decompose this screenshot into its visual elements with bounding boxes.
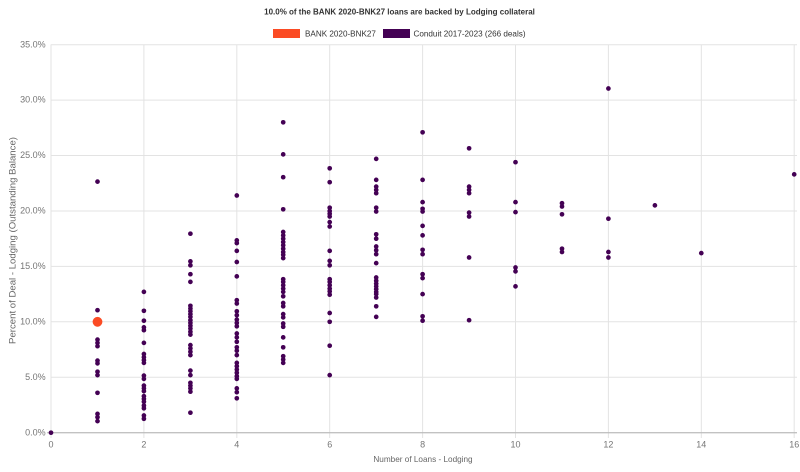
svg-text:10.0%: 10.0% — [20, 316, 46, 326]
svg-text:16: 16 — [789, 439, 799, 449]
svg-text:10: 10 — [510, 439, 520, 449]
svg-text:Number of Loans - Lodging: Number of Loans - Lodging — [373, 455, 473, 464]
svg-text:8: 8 — [420, 439, 425, 449]
svg-text:2: 2 — [141, 439, 146, 449]
svg-text:14: 14 — [696, 439, 706, 449]
svg-text:0.0%: 0.0% — [25, 427, 46, 437]
svg-text:6: 6 — [327, 439, 332, 449]
svg-text:BANK 2020-BNK27: BANK 2020-BNK27 — [305, 30, 376, 39]
svg-text:Conduit 2017-2023 (266 deals): Conduit 2017-2023 (266 deals) — [414, 30, 526, 39]
svg-text:20.0%: 20.0% — [20, 206, 46, 216]
svg-text:30.0%: 30.0% — [20, 95, 46, 105]
svg-text:5.0%: 5.0% — [25, 372, 46, 382]
svg-text:15.0%: 15.0% — [20, 261, 46, 271]
svg-text:35.0%: 35.0% — [20, 39, 46, 49]
svg-text:10.0% of the BANK 2020-BNK27 l: 10.0% of the BANK 2020-BNK27 loans are b… — [264, 8, 535, 17]
svg-text:4: 4 — [234, 439, 239, 449]
svg-text:12: 12 — [603, 439, 613, 449]
svg-text:Percent of Deal - Lodging (Out: Percent of Deal - Lodging (Outstanding B… — [7, 137, 18, 344]
svg-text:0: 0 — [48, 439, 53, 449]
svg-text:25.0%: 25.0% — [20, 150, 46, 160]
